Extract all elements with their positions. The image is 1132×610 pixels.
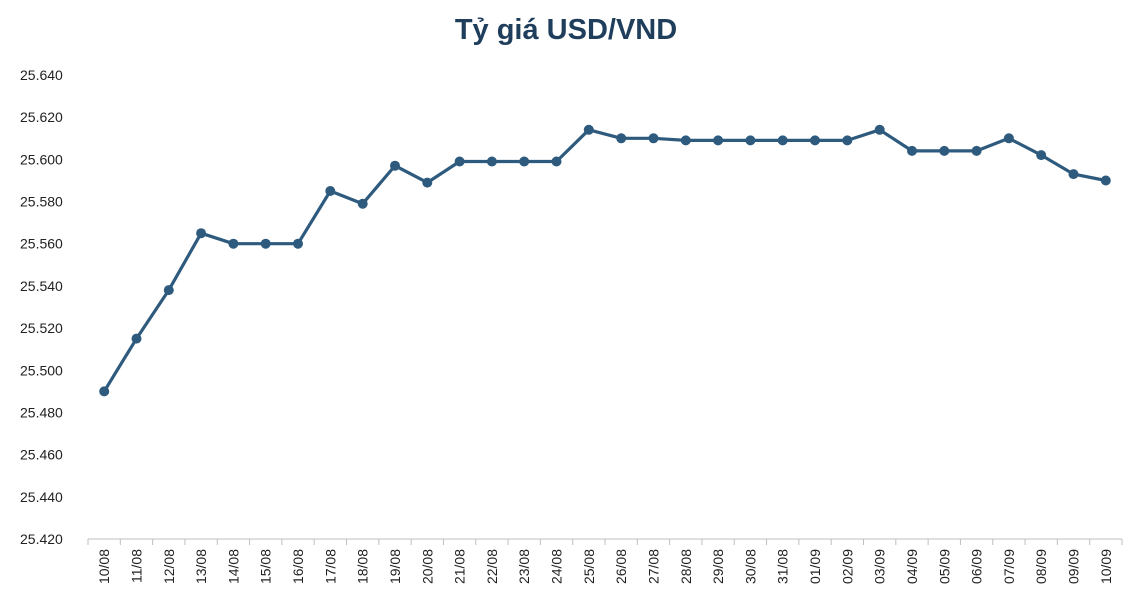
y-tick-label: 25.520 xyxy=(20,320,63,336)
data-point xyxy=(1100,175,1111,186)
data-point xyxy=(680,135,691,146)
data-point xyxy=(357,198,368,209)
x-tick-label: 13/08 xyxy=(193,549,209,584)
x-tick-label: 01/09 xyxy=(807,549,823,584)
x-tick-label: 02/09 xyxy=(839,549,855,584)
y-tick-label: 25.640 xyxy=(20,67,63,83)
x-tick-label: 09/09 xyxy=(1066,549,1082,584)
data-point xyxy=(422,177,433,188)
y-tick-label: 25.620 xyxy=(20,109,63,125)
y-tick-label: 25.440 xyxy=(20,489,63,505)
data-point xyxy=(583,124,594,135)
data-point xyxy=(616,133,627,144)
data-point xyxy=(551,156,562,167)
x-axis: 10/08 11/08 12/08 13/08 14/08 15/08 16/08 17/08… xyxy=(87,538,1123,584)
data-point xyxy=(939,145,950,156)
data-point xyxy=(971,145,982,156)
data-point xyxy=(228,238,239,249)
x-tick-label: 11/08 xyxy=(128,549,144,583)
series-line xyxy=(102,128,1108,393)
x-tick-label: 28/08 xyxy=(678,549,694,584)
x-tick-label: 23/08 xyxy=(516,549,532,584)
data-point xyxy=(486,156,497,167)
y-tick-label: 25.480 xyxy=(20,404,63,420)
x-tick-label: 10/09 xyxy=(1098,549,1114,584)
data-point xyxy=(390,160,400,171)
y-axis: 25.420 25.440 25.460 25.480 25.500 25.520 25.5… xyxy=(20,67,63,547)
x-tick-label: 17/08 xyxy=(322,549,338,584)
chart-title: Tỷ giá USD/VND xyxy=(454,14,678,46)
x-tick-label: 08/09 xyxy=(1033,549,1049,584)
data-point xyxy=(874,124,885,135)
x-tick-label: 12/08 xyxy=(161,549,177,584)
data-point xyxy=(260,238,271,249)
x-tick-label: 22/08 xyxy=(484,549,500,584)
x-tick-label: 20/08 xyxy=(419,549,435,584)
x-tick-label: 16/08 xyxy=(290,549,306,584)
y-tick-label: 25.420 xyxy=(20,531,63,547)
y-tick-label: 25.580 xyxy=(20,194,63,210)
y-tick-label: 25.560 xyxy=(20,236,63,252)
y-tick-label: 25.460 xyxy=(20,447,63,463)
data-point xyxy=(1003,133,1014,144)
x-tick-label: 14/08 xyxy=(225,549,241,584)
data-point xyxy=(325,186,336,196)
data-point xyxy=(454,156,465,167)
x-tick-label: 15/08 xyxy=(258,549,274,584)
x-tick-label: 03/09 xyxy=(872,549,888,584)
data-point xyxy=(745,135,756,146)
data-point xyxy=(842,135,853,146)
data-point xyxy=(713,135,724,146)
data-point xyxy=(519,156,530,167)
y-tick-label: 25.500 xyxy=(20,362,63,378)
data-point xyxy=(810,135,820,146)
y-tick-label: 25.540 xyxy=(20,278,63,294)
series-layer xyxy=(99,124,1111,397)
data-point xyxy=(777,135,788,146)
x-tick-label: 04/09 xyxy=(904,549,920,584)
data-point xyxy=(131,333,142,344)
x-tick-label: 10/08 xyxy=(96,549,112,584)
data-point xyxy=(1036,150,1047,161)
x-tick-label: 06/09 xyxy=(969,549,985,584)
x-tick-label: 07/09 xyxy=(1001,549,1017,584)
data-point xyxy=(196,228,207,239)
x-tick-label: 31/08 xyxy=(775,549,791,584)
data-point xyxy=(1068,169,1079,180)
x-tick-label: 25/08 xyxy=(581,549,597,584)
data-point xyxy=(907,145,917,156)
x-tick-label: 30/08 xyxy=(742,549,758,584)
x-tick-label: 27/08 xyxy=(645,549,661,584)
x-tick-label: 05/09 xyxy=(936,549,952,584)
data-point xyxy=(293,238,303,249)
x-tick-label: 19/08 xyxy=(387,549,403,584)
data-point xyxy=(99,386,110,397)
x-tick-label: 29/08 xyxy=(710,549,726,584)
data-point xyxy=(163,285,174,296)
y-tick-label: 25.600 xyxy=(20,151,63,167)
data-point xyxy=(648,133,659,144)
x-tick-label: 26/08 xyxy=(613,549,629,584)
x-tick-label: 21/08 xyxy=(452,549,468,584)
x-tick-label: 18/08 xyxy=(355,549,371,584)
x-tick-label: 24/08 xyxy=(549,549,565,584)
